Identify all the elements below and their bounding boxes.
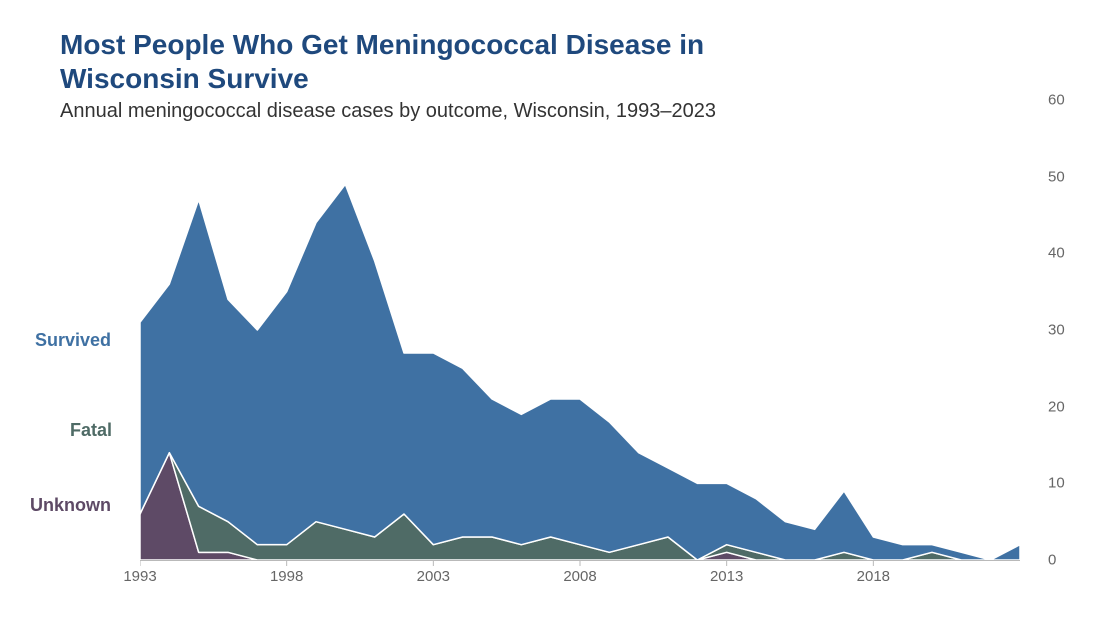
y-tick-label: 0 <box>1048 552 1056 569</box>
chart-title: Most People Who Get Meningococcal Diseas… <box>60 28 704 96</box>
chart-title-line2: Wisconsin Survive <box>60 63 309 94</box>
area-survived <box>140 184 1020 560</box>
legend-label-unknown: Unknown <box>30 495 111 516</box>
y-tick-label: 40 <box>1048 245 1065 262</box>
x-tick-label: 2013 <box>710 568 743 585</box>
y-tick-label: 20 <box>1048 398 1065 415</box>
y-tick-label: 50 <box>1048 168 1065 185</box>
x-tick-label: 2018 <box>857 568 890 585</box>
y-tick-label: 30 <box>1048 322 1065 339</box>
x-tick-label: 1998 <box>270 568 303 585</box>
x-tick-label: 2008 <box>563 568 596 585</box>
x-tick-label: 1993 <box>123 568 156 585</box>
stacked-area-chart <box>140 100 1020 590</box>
chart-container: Most People Who Get Meningococcal Diseas… <box>0 0 1100 619</box>
y-tick-label: 60 <box>1048 92 1065 109</box>
chart-title-line1: Most People Who Get Meningococcal Diseas… <box>60 29 704 60</box>
y-tick-label: 10 <box>1048 475 1065 492</box>
legend-label-fatal: Fatal <box>70 420 112 441</box>
x-tick-label: 2003 <box>417 568 450 585</box>
legend-label-survived: Survived <box>35 330 111 351</box>
